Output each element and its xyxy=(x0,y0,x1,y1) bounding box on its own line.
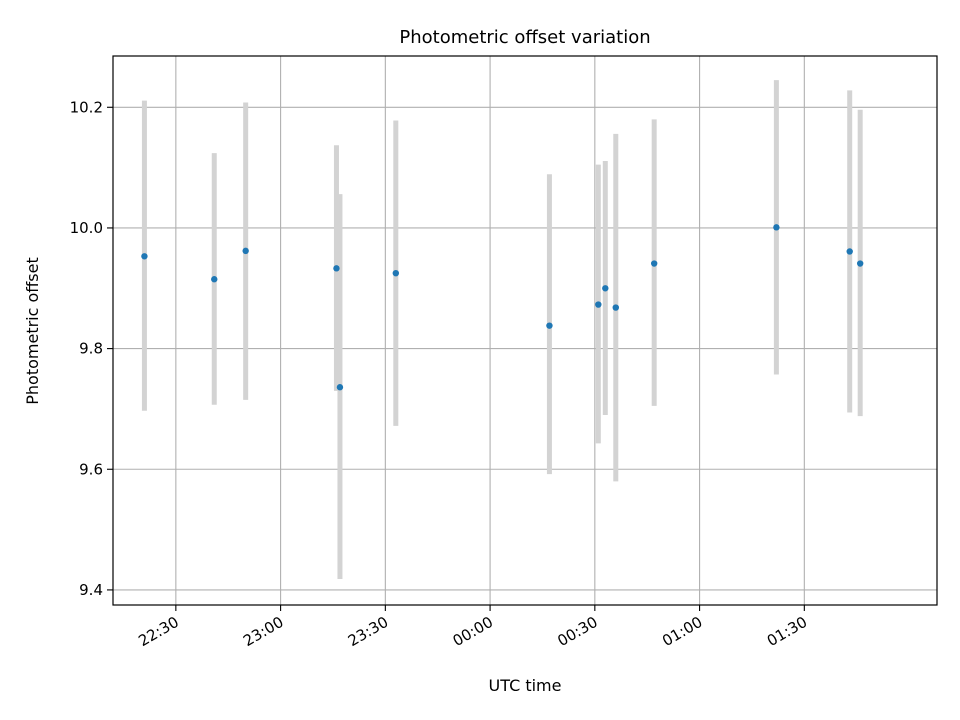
data-point xyxy=(846,248,853,255)
y-tick-label: 10.2 xyxy=(70,98,103,116)
data-point xyxy=(856,260,864,267)
y-axis-label: Photometric offset xyxy=(23,257,42,405)
plot-area-frame xyxy=(112,55,938,606)
data-point xyxy=(650,260,658,267)
data-point xyxy=(392,269,400,277)
y-tick-label: 9.6 xyxy=(79,460,103,478)
data-point xyxy=(595,301,602,308)
data-point xyxy=(612,304,619,311)
data-point xyxy=(211,276,218,283)
y-tick-label: 9.4 xyxy=(79,581,103,599)
data-points xyxy=(141,224,864,391)
chart-title: Photometric offset variation xyxy=(399,27,650,48)
data-point xyxy=(546,322,553,329)
y-tick-label: 9.8 xyxy=(79,340,103,358)
data-point xyxy=(242,247,249,255)
data-point xyxy=(336,384,344,391)
y-tick-label: 10.0 xyxy=(70,219,103,237)
data-point xyxy=(602,285,609,292)
x-axis-label: UTC time xyxy=(489,676,562,695)
grid xyxy=(113,56,937,605)
data-point xyxy=(773,224,780,231)
y-axis-ticks: 9.4 9.6 9.8 10.0 10.2 xyxy=(70,98,113,599)
data-point xyxy=(141,253,148,260)
data-point xyxy=(333,265,340,272)
